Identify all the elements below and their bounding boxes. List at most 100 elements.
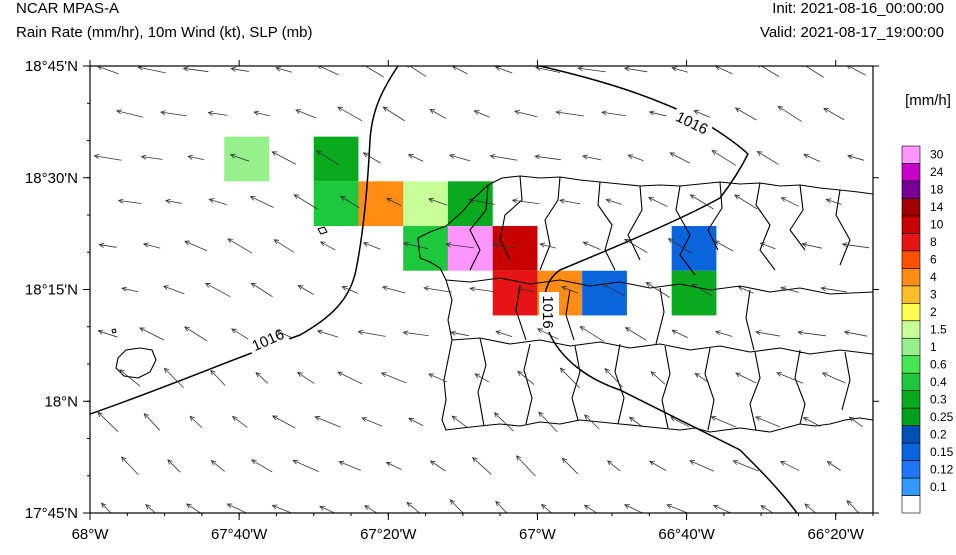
colorbar-label: 2	[930, 305, 937, 319]
wind-arrow	[540, 503, 553, 513]
wind-arrow	[579, 326, 605, 342]
wind-arrow	[737, 286, 754, 294]
colorbar-label: 0.1	[930, 480, 947, 494]
wind-arrow	[100, 502, 112, 513]
wind-arrow	[164, 198, 183, 204]
wind-arrow	[826, 460, 841, 471]
wind-arrow	[382, 106, 405, 122]
wind-arrow	[361, 66, 385, 78]
wind-arrow	[271, 504, 293, 513]
wind-arrow	[273, 239, 295, 253]
wind-arrow	[429, 460, 446, 472]
x-tick-label: 67°W	[519, 526, 557, 543]
wind-arrow	[340, 195, 360, 209]
colorbar-label: 0.2	[930, 427, 947, 441]
wind-arrow	[407, 154, 424, 162]
wind-arrow	[820, 286, 847, 293]
wind-arrow	[231, 415, 248, 428]
wind-arrow	[451, 415, 469, 429]
wind-arrow	[780, 197, 799, 207]
rain-cell	[403, 181, 448, 227]
wind-arrow	[693, 110, 711, 118]
wind-arrow	[555, 110, 584, 117]
wind-arrow	[712, 504, 732, 513]
wind-arrow	[271, 415, 296, 429]
wind-arrow	[115, 109, 144, 118]
wind-arrow	[714, 240, 734, 252]
plot-title: NCAR MPAS-A	[16, 0, 120, 17]
wind-arrow	[671, 329, 688, 339]
wind-arrow	[560, 286, 579, 294]
wind-arrow	[317, 66, 339, 76]
colorbar-label: 1.5	[930, 323, 947, 337]
wind-arrow	[847, 154, 865, 161]
wind-arrow	[121, 286, 139, 293]
colorbar-box	[901, 372, 921, 391]
wind-arrow	[779, 461, 800, 471]
wind-arrow	[406, 501, 421, 513]
wind-arrow	[429, 109, 447, 119]
colorbar-box	[901, 477, 921, 496]
wind-arrow	[645, 281, 670, 298]
wind-arrow	[402, 241, 429, 250]
wind-arrow	[293, 194, 318, 210]
wind-arrow	[671, 66, 689, 73]
wind-arrow	[337, 371, 363, 385]
wind-arrow	[210, 369, 226, 386]
wind-arrow	[776, 372, 804, 384]
y-tick-label: 18°30'N	[25, 170, 78, 187]
wind-arrow	[297, 285, 314, 295]
wind-arrow	[167, 459, 181, 473]
wind-vectors	[93, 66, 870, 513]
wind-arrow	[759, 242, 776, 250]
wind-arrow	[714, 66, 733, 75]
colorbar-label: 0.25	[930, 410, 954, 424]
wind-arrow	[451, 66, 468, 75]
wind-arrow	[119, 369, 141, 387]
wind-arrow	[627, 154, 644, 162]
wind-arrow	[423, 286, 452, 293]
wind-arrow	[275, 66, 293, 73]
wind-arrow	[823, 107, 845, 121]
wind-arrow	[473, 110, 490, 118]
wind-arrow	[517, 370, 535, 385]
wind-arrow	[250, 282, 273, 298]
wind-arrow	[559, 367, 580, 389]
wind-arrow	[649, 460, 667, 472]
colorbar-label: 14	[930, 200, 944, 214]
rain-cell	[671, 226, 717, 271]
wind-arrow	[848, 416, 863, 428]
colorbar-label: 1	[930, 340, 937, 354]
wind-arrow	[581, 154, 602, 161]
wind-arrow	[226, 503, 248, 513]
wind-arrow	[803, 153, 821, 163]
colorbar-label: 18	[930, 183, 944, 197]
colorbar-box	[901, 285, 921, 304]
wind-arrow	[449, 499, 464, 513]
wind-arrow	[250, 459, 273, 473]
colorbar-label: 0.15	[930, 445, 954, 459]
wind-arrow	[841, 242, 870, 249]
isobar-label: 1016	[539, 295, 556, 328]
colorbar-box	[901, 145, 921, 164]
colorbar-box	[901, 233, 921, 252]
rain-cell	[492, 226, 538, 271]
wind-arrow	[624, 327, 647, 341]
wind-arrow	[184, 240, 208, 252]
coastline-and-municipal-borders	[111, 175, 873, 433]
wind-arrow	[468, 197, 496, 205]
wind-arrow	[755, 416, 781, 428]
wind-arrow	[96, 66, 119, 75]
wind-arrow	[185, 503, 202, 513]
wind-arrow	[689, 194, 714, 210]
wind-arrow	[802, 417, 821, 427]
wind-arrow	[295, 109, 317, 119]
wind-arrow	[255, 371, 269, 384]
wind-arrow	[163, 367, 184, 389]
wind-arrow	[120, 456, 139, 476]
colorbar-label: 4	[930, 270, 937, 284]
wind-arrow	[515, 455, 536, 477]
wind-arrow	[758, 66, 780, 77]
wind-arrow	[385, 461, 402, 471]
